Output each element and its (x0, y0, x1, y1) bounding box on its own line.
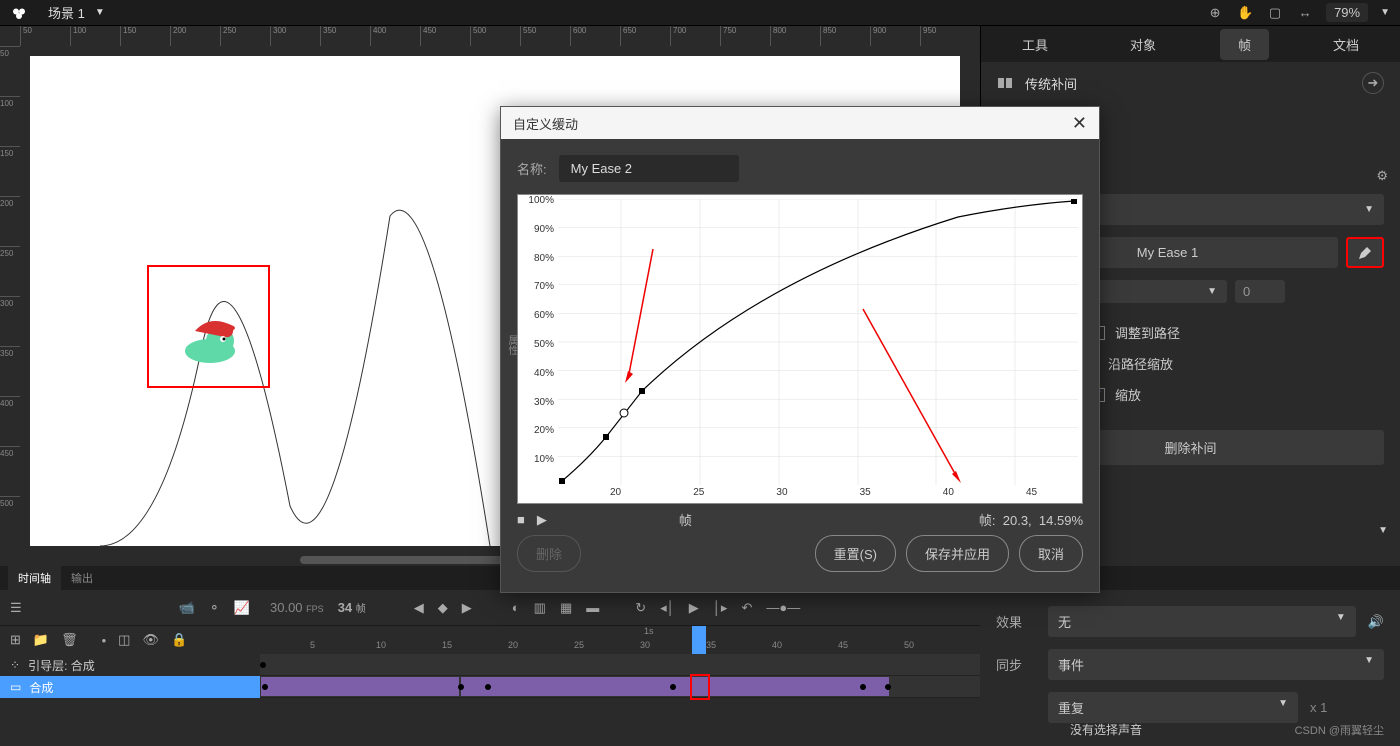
tween-span-1[interactable] (260, 676, 460, 697)
speaker-icon[interactable]: 🔊 (1368, 614, 1384, 630)
effect-dropdown[interactable]: 无▼ (1048, 606, 1356, 637)
outline-icon[interactable]: ◫ (118, 632, 130, 648)
timeline-ruler[interactable]: 1s 5 10 15 20 25 30 35 40 45 50 (260, 626, 980, 654)
timeline-layers: ☰ 📹 ⚬ 📈 ⊞ 📁 🗑 • ◫ 👁 🔒 ⁘ 引导层: 合成 ▭ 合成 (0, 590, 260, 746)
playhead[interactable] (692, 626, 706, 654)
fit-icon[interactable]: ↔ (1296, 4, 1314, 22)
step-back-icon[interactable]: ◂│ (660, 600, 675, 616)
prev-icon[interactable]: ◀ (414, 600, 424, 616)
scene-dropdown[interactable]: 场景 1 ▼ (48, 3, 105, 22)
zoom-value[interactable]: 79% (1326, 3, 1368, 22)
edit-ease-button[interactable] (1346, 237, 1384, 268)
rotate-icon[interactable]: ✋ (1236, 4, 1254, 22)
no-sound-label: 没有选择声音 (1070, 721, 1142, 738)
watermark: CSDN @雨翼轻尘 (1295, 722, 1384, 738)
stop-icon[interactable]: ■ (517, 512, 525, 527)
timeline-panel: ☰ 📹 ⚬ 📈 ⊞ 📁 🗑 • ◫ 👁 🔒 ⁘ 引导层: 合成 ▭ 合成 30.… (0, 590, 1400, 746)
center-icon[interactable]: ⊕ (1206, 4, 1224, 22)
pencil-icon (1357, 245, 1373, 261)
layer-composite[interactable]: ▭ 合成 (0, 676, 260, 698)
loop-icon[interactable]: ↻ (635, 600, 646, 616)
onion-range-icon[interactable]: ▥ (534, 600, 546, 616)
custom-ease-modal: 自定义缓动 ✕ 名称: My Ease 2 属性 100%90%80%70%60… (500, 106, 1100, 593)
graph-x-axis: 202530354045 (558, 487, 1078, 501)
layers-icon[interactable]: ☰ (10, 600, 22, 616)
graph-y-axis: 100%90%80%70%60%50%40%30%20%10% (522, 195, 556, 483)
timeline-tracks: 30.00 FPS 34 帧 ◀ ◆ ▶ ◐ ▥ ▦ ▬ ↻ ◂│ ▶ │▸ ↶… (260, 590, 980, 746)
guide-icon: ⁘ (10, 658, 20, 672)
next-icon[interactable]: ▶ (462, 600, 472, 616)
track-composite[interactable] (260, 676, 980, 698)
collapse-icon[interactable]: ▼ (1378, 525, 1388, 536)
tab-output[interactable]: 输出 (61, 566, 103, 590)
name-label: 名称: (517, 159, 547, 178)
ease-name: My Ease 1 (1137, 245, 1198, 260)
add-layer-icon[interactable]: ⊞ (10, 632, 21, 648)
highlight-icon[interactable]: • (102, 633, 107, 648)
top-bar: 场景 1 ▼ ⊕ ✋ ▢ ↔ 79% ▼ (0, 0, 1400, 26)
chevron-down-icon: ▼ (95, 7, 105, 18)
ease-value-input[interactable]: 0 (1235, 280, 1285, 303)
graph-ylabel: 属性 (504, 335, 519, 355)
chevron-down-icon: ▼ (1364, 204, 1374, 215)
panel-tabs: 工具 对象 帧 文档 (981, 26, 1400, 62)
play-icon[interactable]: ▶ (537, 512, 547, 528)
tab-frame[interactable]: 帧 (1220, 29, 1269, 60)
tween-icon (997, 75, 1013, 91)
ease-graph[interactable]: 属性 100%90%80%70%60%50%40%30%20%10% 20253… (517, 194, 1083, 504)
ruler-1s: 1s (644, 626, 654, 636)
layer-name: 合成 (29, 679, 53, 696)
graph-svg[interactable] (558, 199, 1078, 485)
sync-label: 同步 (996, 655, 1036, 674)
visibility-icon[interactable]: 👁 (142, 632, 159, 648)
cancel-button[interactable]: 取消 (1019, 535, 1083, 572)
camera-icon[interactable]: 📹 (179, 600, 195, 616)
ease-name-input[interactable]: My Ease 2 (559, 155, 739, 182)
sync-dropdown[interactable]: 事件▼ (1048, 649, 1384, 680)
frame-highlight (690, 674, 710, 700)
crop-icon[interactable]: ▢ (1266, 4, 1284, 22)
modal-title: 自定义缓动 (513, 114, 578, 133)
effect-label: 效果 (996, 612, 1036, 631)
graph-icon[interactable]: 📈 (234, 600, 250, 616)
marker-icon[interactable]: ▬ (586, 600, 599, 615)
modal-header[interactable]: 自定义缓动 ✕ (501, 107, 1099, 139)
repeat-dropdown[interactable]: 重复▼ (1048, 692, 1298, 723)
layer-guide[interactable]: ⁘ 引导层: 合成 (0, 654, 260, 676)
trash-icon[interactable]: 🗑 (61, 632, 78, 648)
app-logo (10, 4, 28, 22)
layer-name: 引导层: 合成 (28, 657, 95, 674)
tween-label: 传统补间 (1025, 74, 1077, 93)
layer-icon: ▭ (10, 680, 21, 694)
edit-multi-icon[interactable]: ▦ (560, 600, 572, 616)
delete-button[interactable]: 删除 (517, 535, 581, 572)
ruler-horizontal: 5010015020025030035040045050055060065070… (20, 26, 980, 46)
tab-object[interactable]: 对象 (1112, 29, 1174, 60)
undo-icon[interactable]: ↶ (741, 600, 752, 616)
keyframe-icon[interactable]: ◆ (438, 600, 448, 616)
scene-label: 场景 1 (48, 3, 85, 22)
track-guide[interactable] (260, 654, 980, 676)
rig-icon[interactable]: ⚬ (209, 600, 220, 616)
frame-label: 帧 (679, 510, 692, 529)
lock-icon[interactable]: 🔒 (171, 632, 187, 648)
expand-button[interactable]: ➜ (1362, 72, 1384, 94)
onion-icon[interactable]: ◐ (512, 600, 520, 615)
tab-doc[interactable]: 文档 (1315, 29, 1377, 60)
zoom-chevron-icon[interactable]: ▼ (1380, 7, 1390, 18)
tween-type-row: 传统补间 ➜ (981, 62, 1400, 104)
ruler-vertical: 50100150200250300350400450500 (0, 46, 20, 566)
play-icon[interactable]: ▶ (689, 600, 699, 616)
folder-icon[interactable]: 📁 (33, 632, 49, 648)
save-apply-button[interactable]: 保存并应用 (906, 535, 1009, 572)
tab-timeline[interactable]: 时间轴 (8, 564, 61, 590)
selection-box[interactable] (147, 265, 270, 388)
reset-button[interactable]: 重置(S) (815, 535, 896, 572)
repeat-count: x 1 (1310, 700, 1327, 715)
graph-play-controls: ■ ▶ 帧 帧: 20.3, 14.59% (517, 504, 1083, 535)
tab-tools[interactable]: 工具 (1004, 29, 1066, 60)
step-fwd-icon[interactable]: │▸ (713, 600, 728, 616)
close-icon[interactable]: ✕ (1072, 113, 1087, 134)
gear-icon[interactable]: ⚙ (1376, 168, 1388, 183)
